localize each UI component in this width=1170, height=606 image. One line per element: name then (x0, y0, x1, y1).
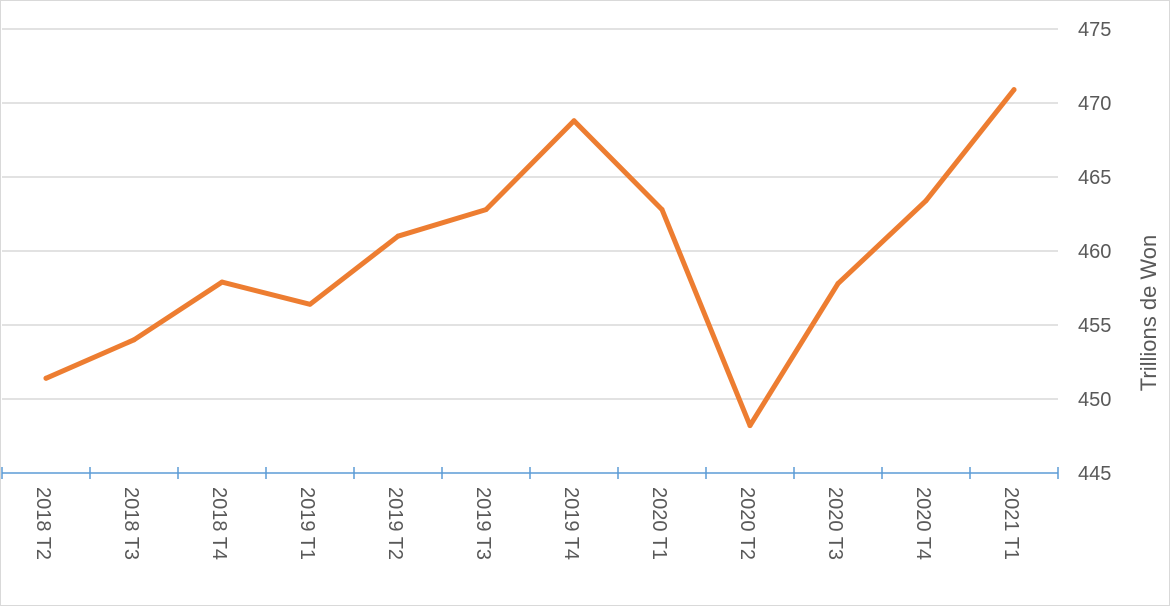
x-tick-label: 2019 T4 (560, 487, 582, 560)
series-layer (43, 87, 1017, 429)
x-tick-label: 2019 T3 (472, 487, 494, 560)
x-tick-label: 2020 T4 (912, 487, 934, 560)
x-tick-label: 2018 T4 (208, 487, 230, 560)
y-axis-tick-labels: 445 450 455 460 465 470 475 (1078, 19, 1111, 485)
x-axis-tick-labels: 2018 T2 2018 T3 2018 T4 2019 T1 2019 T2 2019 … (32, 487, 1022, 560)
x-tick-label: 2018 T3 (120, 487, 142, 560)
data-point (1011, 87, 1017, 93)
data-point (483, 207, 489, 213)
data-point (395, 233, 401, 239)
x-tick-label: 2021 T1 (1000, 487, 1022, 560)
data-point (43, 375, 49, 381)
gridlines (2, 28, 1058, 400)
x-tick-label: 2019 T1 (296, 487, 318, 560)
data-point (923, 198, 929, 204)
data-point (307, 301, 313, 307)
x-tick-label: 2019 T2 (384, 487, 406, 560)
x-tick-label: 2020 T3 (824, 487, 846, 560)
x-tick-label: 2020 T2 (736, 487, 758, 560)
y-axis-title: Trillions de Won (1136, 235, 1161, 392)
x-tick-label: 2018 T2 (32, 487, 54, 560)
y-tick-label: 465 (1078, 167, 1111, 189)
series-line (43, 87, 1017, 429)
y-tick-label: 475 (1078, 19, 1111, 41)
y-tick-label: 455 (1078, 315, 1111, 337)
y-tick-label: 460 (1078, 241, 1111, 263)
data-point (659, 207, 665, 213)
data-point (747, 423, 753, 429)
data-point (835, 281, 841, 287)
x-axis (1, 467, 1059, 479)
x-tick-label: 2020 T1 (648, 487, 670, 560)
y-tick-label: 470 (1078, 93, 1111, 115)
data-point (571, 118, 577, 124)
data-point (219, 279, 225, 285)
data-point (131, 337, 137, 343)
y-tick-label: 445 (1078, 463, 1111, 485)
y-tick-label: 450 (1078, 389, 1111, 411)
